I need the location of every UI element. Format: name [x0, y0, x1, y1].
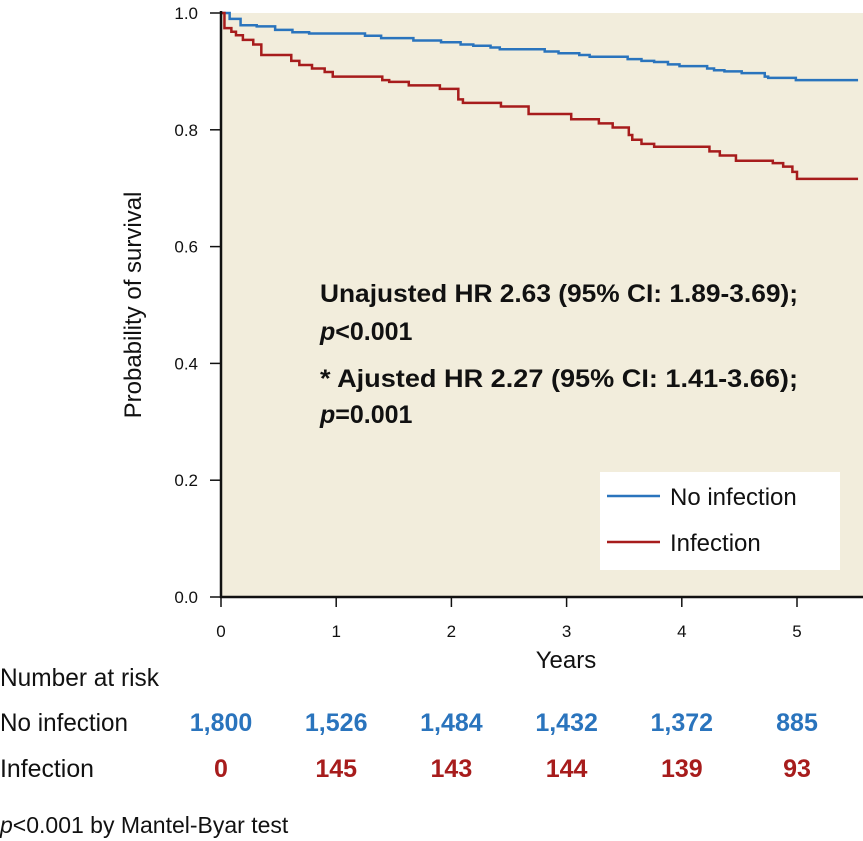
adjusted-p-text: p=0.001 [319, 401, 413, 429]
ticks: 0 1 2 3 4 5 0.0 0.2 0.4 0.6 0.8 1.0 [174, 4, 801, 641]
risk-value: 0 [214, 755, 228, 783]
risk-row-label-no-infection: No infection [0, 709, 128, 737]
y-tick-label: 0.6 [174, 238, 198, 257]
unadjusted-hr-text: Unajusted HR 2.63 (95% CI: 1.89-3.69); [320, 280, 798, 308]
y-tick-label: 0.0 [174, 588, 198, 607]
y-tick-label: 1.0 [174, 4, 198, 23]
risk-value: 1,432 [535, 709, 598, 737]
curves [221, 11, 859, 181]
x-axis-label: Years [536, 647, 597, 674]
risk-value: 145 [315, 755, 357, 783]
x-tick-label: 4 [677, 622, 686, 641]
risk-row-label-infection: Infection [0, 755, 94, 783]
series-line-no-infection [221, 11, 859, 82]
x-tick-label: 1 [331, 622, 340, 641]
risk-value: 1,372 [651, 709, 714, 737]
x-tick-label: 3 [562, 622, 571, 641]
x-tick-label: 2 [447, 622, 456, 641]
risk-value: 139 [661, 755, 703, 783]
footnote: p<0.001 by Mantel-Byar test [0, 812, 289, 838]
risk-table-title: Number at risk [0, 664, 159, 692]
y-axis-label: Probability of survival [120, 192, 147, 419]
risk-value: 1,526 [305, 709, 368, 737]
risk-value: 93 [783, 755, 811, 783]
legend-label-no-infection: No infection [670, 484, 797, 511]
unadjusted-p-text: p<0.001 [319, 318, 413, 346]
risk-value: 1,800 [190, 709, 253, 737]
risk-values: 1,800 1,526 1,484 1,432 1,372 885 0 145 143 144 13… [190, 709, 818, 783]
legend-box [600, 472, 840, 570]
hr-annotation: Unajusted HR 2.63 (95% CI: 1.89-3.69); p… [319, 280, 798, 429]
x-tick-label: 0 [216, 622, 225, 641]
risk-table: Number at risk No infection Infection 1,… [0, 664, 818, 783]
legend: No infection Infection [600, 472, 840, 570]
risk-value: 144 [546, 755, 588, 783]
series-line-infection [221, 11, 859, 181]
x-tick-label: 5 [792, 622, 801, 641]
risk-value: 1,484 [420, 709, 483, 737]
legend-label-infection: Infection [670, 530, 761, 557]
y-tick-label: 0.4 [174, 354, 198, 373]
risk-value: 885 [776, 709, 818, 737]
y-tick-label: 0.2 [174, 471, 198, 490]
y-tick-label: 0.8 [174, 121, 198, 140]
adjusted-hr-text: * Ajusted HR 2.27 (95% CI: 1.41-3.66); [320, 365, 798, 393]
risk-value: 143 [431, 755, 473, 783]
